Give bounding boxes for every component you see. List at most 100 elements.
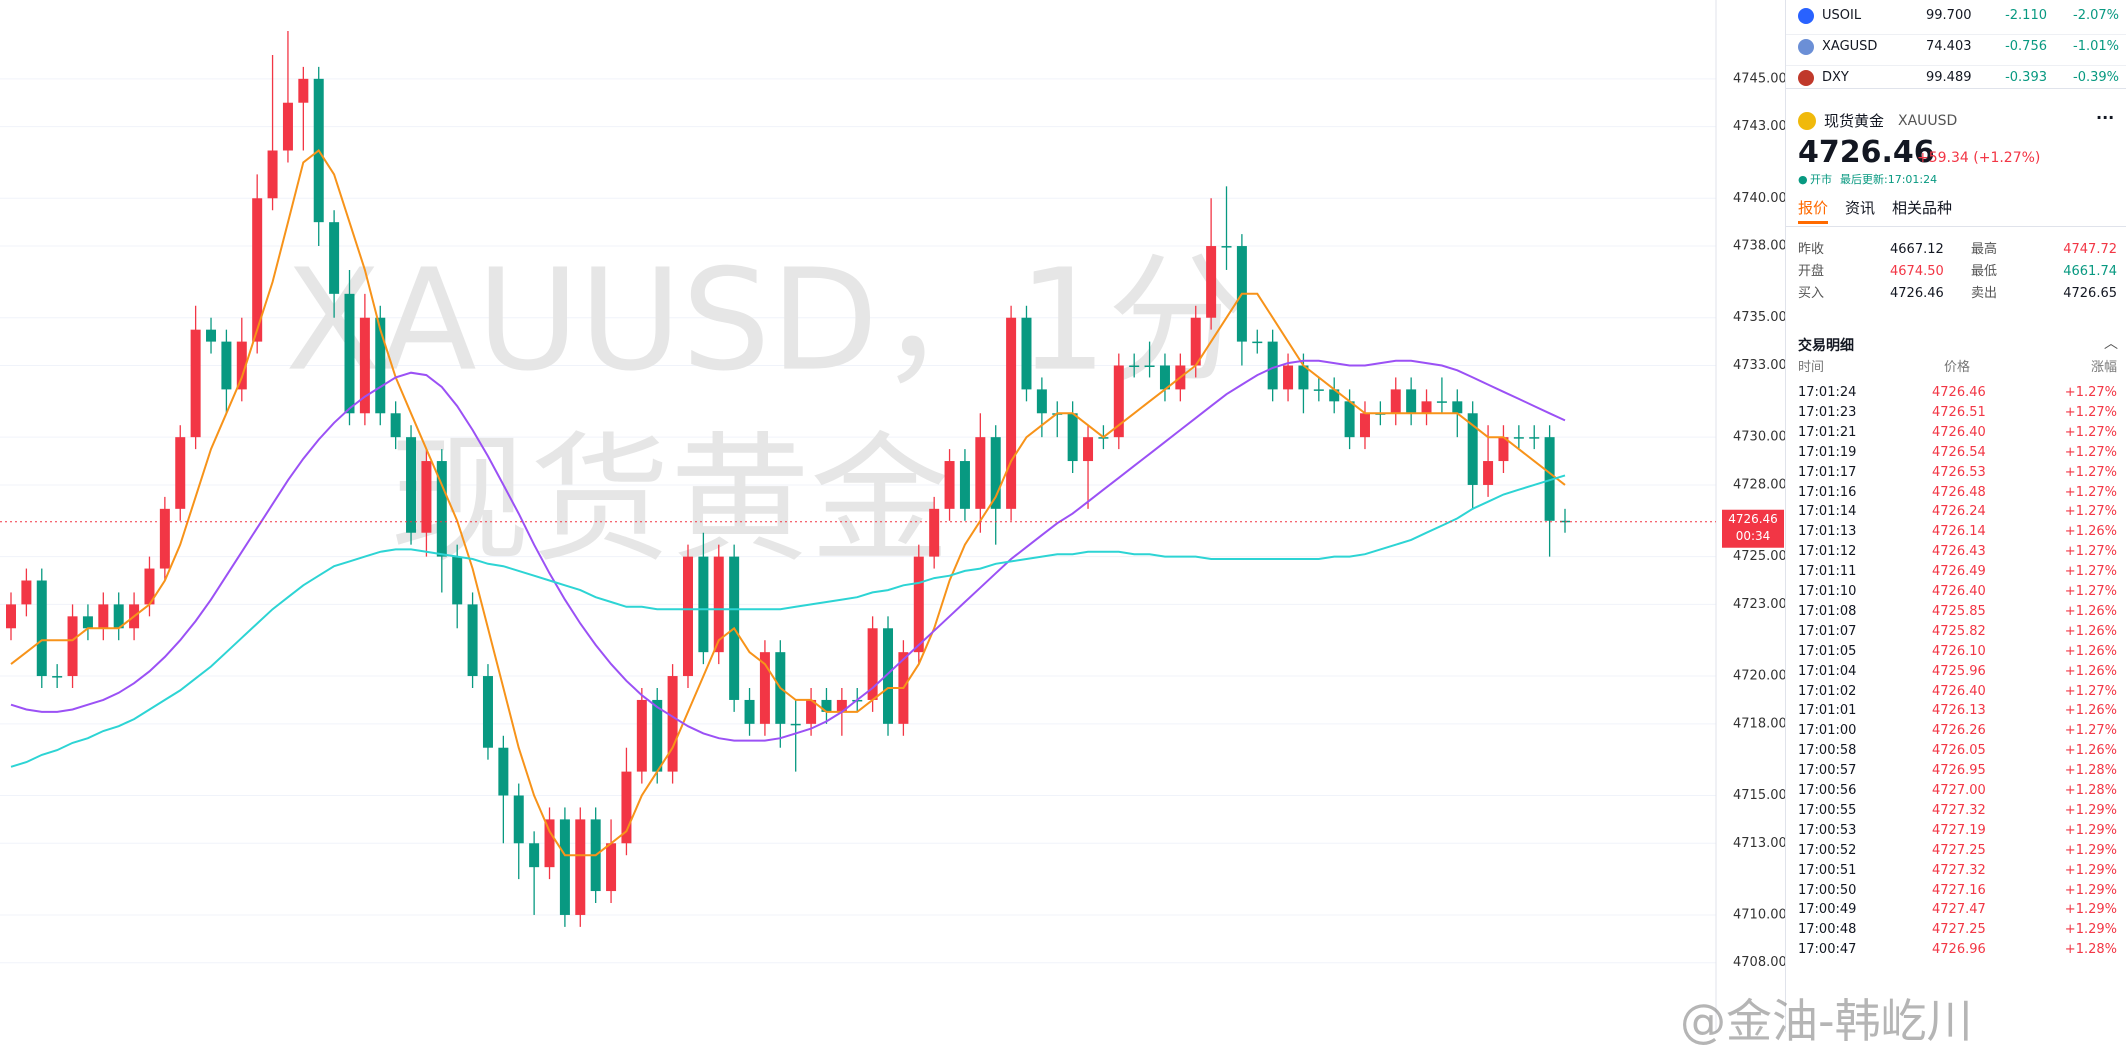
candle-body xyxy=(698,556,709,653)
candle-body xyxy=(329,222,340,294)
trade-change: +1.26% xyxy=(2064,643,2117,659)
y-tick-label: 4730.00 xyxy=(1733,430,1785,445)
candle-body xyxy=(1498,437,1509,462)
watermark: @金油-韩屹川 xyxy=(1680,994,1973,1048)
trade-time: 17:01:02 xyxy=(1798,683,1857,699)
symbol-icon xyxy=(1798,8,1814,24)
tab[interactable]: 资讯 xyxy=(1845,199,1876,217)
trade-price: 4726.26 xyxy=(1932,723,1986,739)
candle-body xyxy=(375,317,386,414)
candle-body xyxy=(1436,401,1447,403)
candle-body xyxy=(1021,317,1032,390)
trade-price: 4727.25 xyxy=(1932,842,1986,858)
watch-change-pct: -2.07% xyxy=(2073,8,2119,23)
trade-time: 17:01:24 xyxy=(1798,385,1857,400)
trade-price: 4726.43 xyxy=(1932,544,1986,560)
candle-body xyxy=(1252,341,1263,344)
candle-body xyxy=(206,329,217,342)
candle-body xyxy=(1390,389,1401,414)
trade-time: 17:01:01 xyxy=(1798,703,1857,719)
tab[interactable]: 相关品种 xyxy=(1892,199,1953,217)
trade-time: 17:00:51 xyxy=(1798,862,1857,878)
candle-body xyxy=(1483,461,1494,485)
quote-symbol: XAUUSD xyxy=(1898,113,1958,129)
divider xyxy=(1786,34,2126,35)
trade-time: 17:00:48 xyxy=(1798,922,1857,938)
candle-body xyxy=(713,556,724,653)
y-tick-label: 4708.00 xyxy=(1733,955,1785,970)
trade-price: 4726.40 xyxy=(1932,584,1986,599)
candle-body xyxy=(575,819,586,915)
trade-change: +1.28% xyxy=(2064,783,2117,798)
trade-change: +1.27% xyxy=(2064,683,2117,699)
candle-body xyxy=(1313,389,1324,391)
tab[interactable]: 报价 xyxy=(1798,199,1829,217)
candle-body xyxy=(759,652,770,724)
trade-price: 4726.46 xyxy=(1932,385,1986,400)
trade-price: 4726.13 xyxy=(1932,703,1986,719)
candle-body xyxy=(929,508,940,557)
candle-body xyxy=(1221,246,1232,248)
candle-body xyxy=(513,795,524,844)
candle-body xyxy=(1406,389,1417,414)
candle-body xyxy=(959,461,970,509)
trade-price: 4726.24 xyxy=(1932,504,1986,520)
candle-body xyxy=(821,699,832,712)
watch-change: -0.756 xyxy=(2005,39,2047,54)
candle-body xyxy=(436,461,447,557)
stat-value: 4726.65 xyxy=(2063,286,2117,301)
trade-change: +1.27% xyxy=(2064,484,2117,500)
divider xyxy=(1786,88,2126,89)
candle-body xyxy=(113,604,124,629)
trade-change: +1.29% xyxy=(2064,842,2117,858)
trade-time: 17:00:52 xyxy=(1798,842,1857,858)
trade-price: 4726.51 xyxy=(1932,404,1986,420)
y-tick-label: 4728.00 xyxy=(1733,477,1785,492)
candle-body xyxy=(144,568,155,605)
candle-body xyxy=(190,329,201,438)
stat-label: 卖出 xyxy=(1971,286,1998,301)
collapse-button[interactable]: ︿ xyxy=(2104,336,2118,352)
candle-body xyxy=(682,556,693,677)
column-header: 涨幅 xyxy=(2090,360,2117,375)
trade-price: 4726.40 xyxy=(1932,424,1986,440)
candle-body xyxy=(452,556,463,605)
column-header: 价格 xyxy=(1944,360,1971,375)
trade-price: 4726.49 xyxy=(1932,564,1986,580)
trade-price: 4726.53 xyxy=(1932,464,1986,480)
updated-time: 最后更新:17:01:24 xyxy=(1840,173,1938,186)
y-tick-label: 4715.00 xyxy=(1733,788,1785,803)
trade-change: +1.27% xyxy=(2064,504,2117,520)
stat-label: 开盘 xyxy=(1798,264,1825,279)
candle-body xyxy=(621,771,632,844)
candle-body xyxy=(1513,437,1524,439)
more-button[interactable]: ··· xyxy=(2096,108,2115,127)
stat-value: 4726.46 xyxy=(1890,286,1944,301)
stat-value: 4667.12 xyxy=(1890,242,1944,257)
trade-change: +1.28% xyxy=(2064,942,2117,958)
y-tick-label: 4720.00 xyxy=(1733,669,1785,684)
trade-change: +1.26% xyxy=(2064,603,2117,619)
trade-price: 4727.19 xyxy=(1932,822,1986,838)
candle-body xyxy=(790,723,801,726)
trade-time: 17:00:57 xyxy=(1798,763,1857,779)
trade-time: 17:00:49 xyxy=(1798,902,1857,918)
y-tick-label: 4738.00 xyxy=(1733,239,1785,254)
candle-body xyxy=(1544,437,1555,521)
market-status: 开市 xyxy=(1810,173,1832,186)
chart: XAUUSD，1分 现货黄金 4745.00 4743.00 4740.00 4738… xyxy=(0,0,1785,1032)
candle-body xyxy=(667,676,678,772)
trade-time: 17:00:50 xyxy=(1798,882,1857,898)
candle-body xyxy=(975,437,986,509)
countdown-label: 00:34 xyxy=(1736,529,1771,543)
stat-label: 最高 xyxy=(1971,242,1998,257)
candle-body xyxy=(1144,365,1155,367)
symbol-icon xyxy=(1798,39,1814,55)
stat-value: 4674.50 xyxy=(1890,264,1944,279)
candle-body xyxy=(636,699,647,772)
y-tick-label: 4713.00 xyxy=(1733,836,1785,851)
watch-change: -0.393 xyxy=(2005,70,2047,85)
trade-change: +1.27% xyxy=(2064,464,2117,480)
trade-change: +1.27% xyxy=(2064,404,2117,420)
trades-title: 交易明细 xyxy=(1798,338,1854,354)
